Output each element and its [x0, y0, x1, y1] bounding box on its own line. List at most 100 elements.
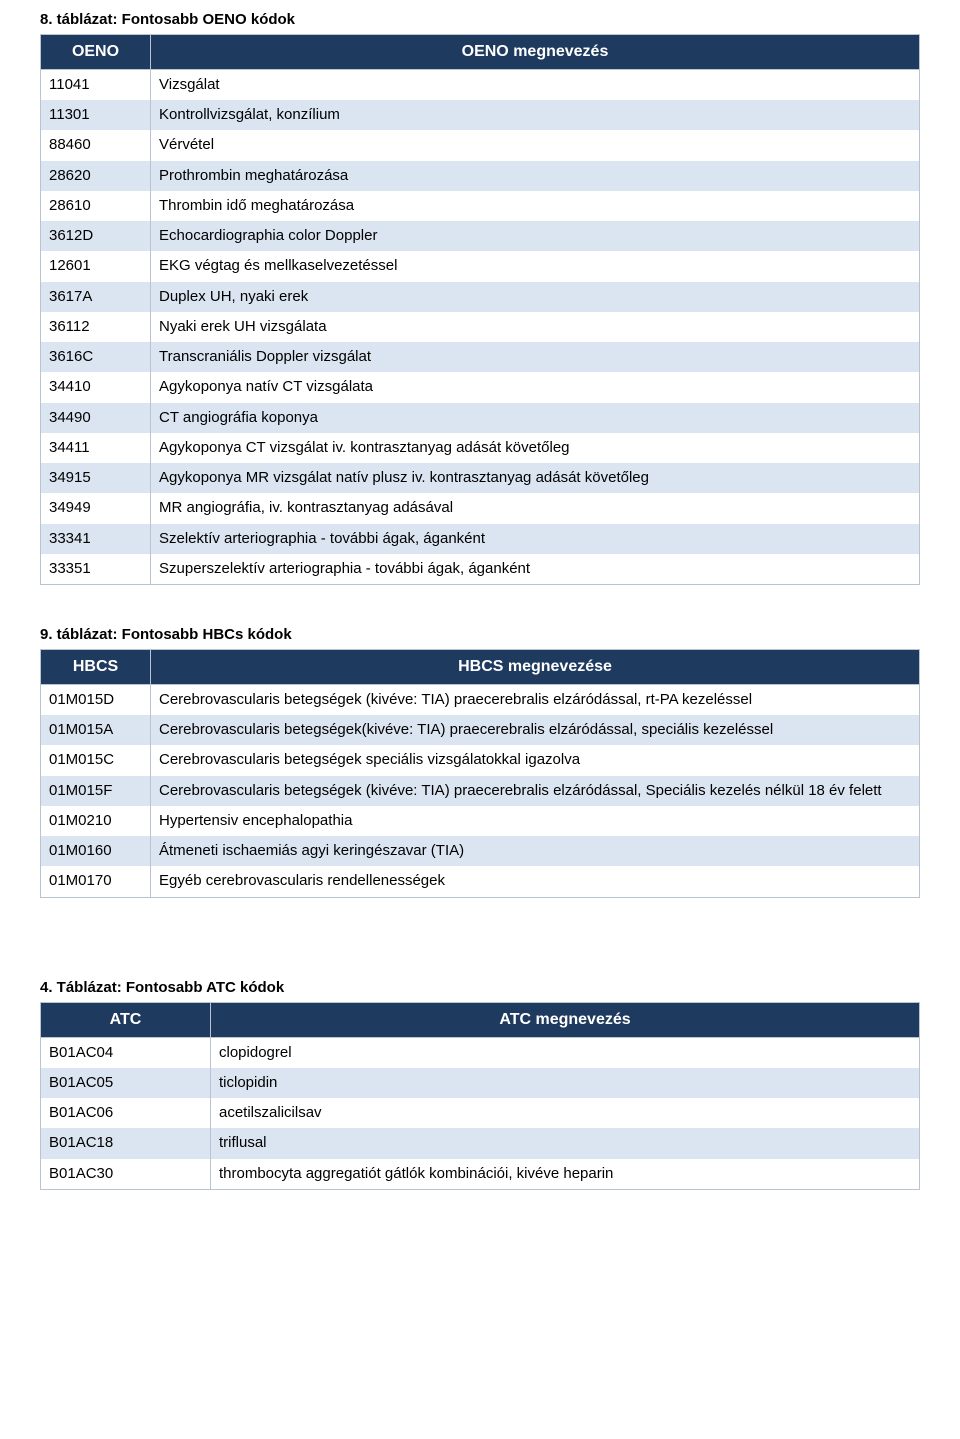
atc-table: ATC ATC megnevezés B01AC04clopidogrelB01… [40, 1002, 920, 1190]
code-cell: 34949 [41, 493, 151, 523]
table-row: 33351Szuperszelektív arteriographia - to… [41, 554, 920, 585]
name-cell: Szuperszelektív arteriographia - további… [151, 554, 920, 585]
table-row: 88460Vérvétel [41, 130, 920, 160]
table-row: 36112Nyaki erek UH vizsgálata [41, 312, 920, 342]
atc-section: 4. Táblázat: Fontosabb ATC kódok ATC ATC… [40, 978, 920, 1190]
oeno-table: OENO OENO megnevezés 11041Vizsgálat11301… [40, 34, 920, 585]
code-cell: B01AC18 [41, 1128, 211, 1158]
code-cell: 01M015C [41, 745, 151, 775]
table-row: 33341Szelektív arteriographia - további … [41, 524, 920, 554]
code-cell: 34915 [41, 463, 151, 493]
code-cell: 12601 [41, 251, 151, 281]
code-cell: 01M0210 [41, 806, 151, 836]
code-cell: 11041 [41, 69, 151, 100]
table-row: 28620Prothrombin meghatározása [41, 161, 920, 191]
hbcs-col-code: HBCS [41, 650, 151, 685]
atc-title: 4. Táblázat: Fontosabb ATC kódok [40, 978, 920, 998]
table-row: 12601EKG végtag és mellkaselvezetéssel [41, 251, 920, 281]
code-cell: 28620 [41, 161, 151, 191]
hbcs-col-name: HBCS megnevezése [151, 650, 920, 685]
oeno-title: 8. táblázat: Fontosabb OENO kódok [40, 10, 920, 30]
table-row: 34490CT angiográfia koponya [41, 403, 920, 433]
name-cell: ticlopidin [211, 1068, 920, 1098]
code-cell: 36112 [41, 312, 151, 342]
code-cell: 3617A [41, 282, 151, 312]
name-cell: MR angiográfia, iv. kontrasztanyag adásá… [151, 493, 920, 523]
table-row: B01AC06acetilszalicilsav [41, 1098, 920, 1128]
oeno-tbody: 11041Vizsgálat11301Kontrollvizsgálat, ko… [41, 69, 920, 584]
name-cell: acetilszalicilsav [211, 1098, 920, 1128]
name-cell: Duplex UH, nyaki erek [151, 282, 920, 312]
table-row: 28610Thrombin idő meghatározása [41, 191, 920, 221]
code-cell: B01AC06 [41, 1098, 211, 1128]
code-cell: 28610 [41, 191, 151, 221]
code-cell: B01AC05 [41, 1068, 211, 1098]
name-cell: clopidogrel [211, 1037, 920, 1068]
name-cell: Nyaki erek UH vizsgálata [151, 312, 920, 342]
oeno-col-name: OENO megnevezés [151, 35, 920, 70]
name-cell: Cerebrovascularis betegségek(kivéve: TIA… [151, 715, 920, 745]
hbcs-tbody: 01M015DCerebrovascularis betegségek (kiv… [41, 684, 920, 897]
atc-col-name: ATC megnevezés [211, 1002, 920, 1037]
table-row: B01AC18triflusal [41, 1128, 920, 1158]
table-row: 34949MR angiográfia, iv. kontrasztanyag … [41, 493, 920, 523]
table-row: 01M0210Hypertensiv encephalopathia [41, 806, 920, 836]
name-cell: Agykoponya natív CT vizsgálata [151, 372, 920, 402]
name-cell: Echocardiographia color Doppler [151, 221, 920, 251]
atc-tbody: B01AC04clopidogrelB01AC05ticlopidinB01AC… [41, 1037, 920, 1189]
table-row: 11301Kontrollvizsgálat, konzílium [41, 100, 920, 130]
name-cell: Kontrollvizsgálat, konzílium [151, 100, 920, 130]
code-cell: B01AC04 [41, 1037, 211, 1068]
hbcs-table: HBCS HBCS megnevezése 01M015DCerebrovasc… [40, 649, 920, 897]
name-cell: EKG végtag és mellkaselvezetéssel [151, 251, 920, 281]
code-cell: 01M015F [41, 776, 151, 806]
code-cell: 34410 [41, 372, 151, 402]
code-cell: 01M015D [41, 684, 151, 715]
table-row: 01M0170Egyéb cerebrovascularis rendellen… [41, 866, 920, 897]
table-row: 01M015FCerebrovascularis betegségek (kiv… [41, 776, 920, 806]
table-row: B01AC30thrombocyta aggregatiót gátlók ko… [41, 1159, 920, 1190]
code-cell: 3616C [41, 342, 151, 372]
name-cell: CT angiográfia koponya [151, 403, 920, 433]
code-cell: 11301 [41, 100, 151, 130]
hbcs-section: 9. táblázat: Fontosabb HBCs kódok HBCS H… [40, 625, 920, 898]
table-row: 01M0160Átmeneti ischaemiás agyi keringés… [41, 836, 920, 866]
name-cell: Prothrombin meghatározása [151, 161, 920, 191]
table-row: 34410Agykoponya natív CT vizsgálata [41, 372, 920, 402]
table-row: 34915Agykoponya MR vizsgálat natív plusz… [41, 463, 920, 493]
name-cell: triflusal [211, 1128, 920, 1158]
table-row: B01AC05ticlopidin [41, 1068, 920, 1098]
name-cell: Agykoponya CT vizsgálat iv. kontrasztany… [151, 433, 920, 463]
name-cell: Egyéb cerebrovascularis rendellenességek [151, 866, 920, 897]
code-cell: 33341 [41, 524, 151, 554]
code-cell: 01M0160 [41, 836, 151, 866]
table-row: 3616CTranscraniális Doppler vizsgálat [41, 342, 920, 372]
table-row: 3612DEchocardiographia color Doppler [41, 221, 920, 251]
table-row: 01M015DCerebrovascularis betegségek (kiv… [41, 684, 920, 715]
oeno-section: 8. táblázat: Fontosabb OENO kódok OENO O… [40, 10, 920, 585]
code-cell: 33351 [41, 554, 151, 585]
name-cell: thrombocyta aggregatiót gátlók kombináci… [211, 1159, 920, 1190]
name-cell: Hypertensiv encephalopathia [151, 806, 920, 836]
name-cell: Cerebrovascularis betegségek (kivéve: TI… [151, 684, 920, 715]
name-cell: Cerebrovascularis betegségek speciális v… [151, 745, 920, 775]
name-cell: Átmeneti ischaemiás agyi keringészavar (… [151, 836, 920, 866]
table-row: 34411Agykoponya CT vizsgálat iv. kontras… [41, 433, 920, 463]
code-cell: 34411 [41, 433, 151, 463]
code-cell: 34490 [41, 403, 151, 433]
table-row: 11041Vizsgálat [41, 69, 920, 100]
atc-col-code: ATC [41, 1002, 211, 1037]
name-cell: Vérvétel [151, 130, 920, 160]
oeno-col-code: OENO [41, 35, 151, 70]
name-cell: Thrombin idő meghatározása [151, 191, 920, 221]
table-row: 01M015ACerebrovascularis betegségek(kivé… [41, 715, 920, 745]
name-cell: Transcraniális Doppler vizsgálat [151, 342, 920, 372]
code-cell: 3612D [41, 221, 151, 251]
hbcs-title: 9. táblázat: Fontosabb HBCs kódok [40, 625, 920, 645]
table-row: 3617ADuplex UH, nyaki erek [41, 282, 920, 312]
name-cell: Szelektív arteriographia - további ágak,… [151, 524, 920, 554]
table-row: B01AC04clopidogrel [41, 1037, 920, 1068]
code-cell: B01AC30 [41, 1159, 211, 1190]
name-cell: Vizsgálat [151, 69, 920, 100]
code-cell: 88460 [41, 130, 151, 160]
